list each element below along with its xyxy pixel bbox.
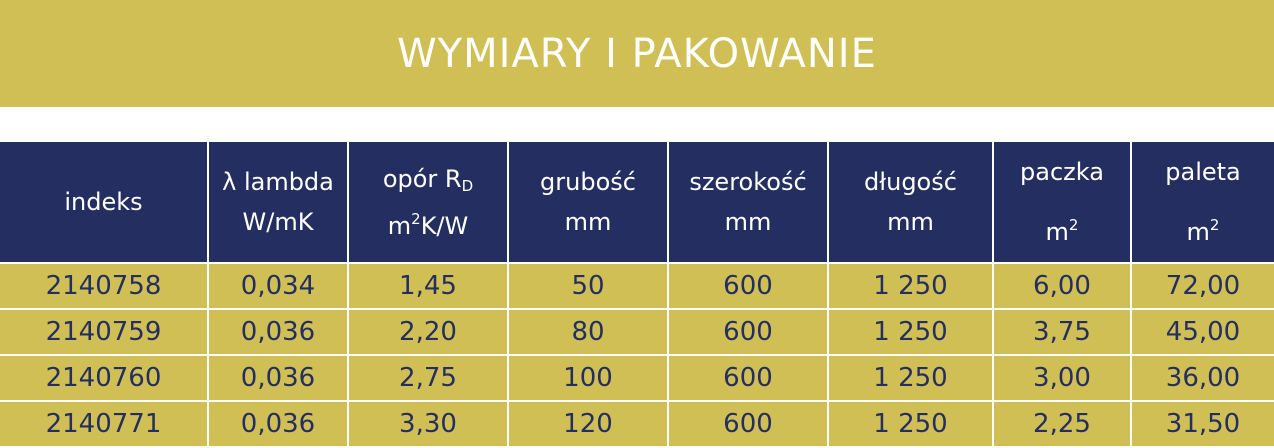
header-label: opór R	[382, 164, 462, 193]
table-row: 2140759 0,036 2,20 80 600 1 250 3,75 45,00	[0, 308, 1274, 356]
header-unit: mm	[724, 208, 772, 236]
table-cell: 50	[507, 262, 669, 310]
table-cell: 1 250	[827, 308, 994, 356]
table-cell: 0,036	[207, 354, 349, 402]
table-cell: 120	[507, 400, 669, 448]
table-cell: 2140760	[0, 354, 209, 402]
dimensions-table: indeks λ lambda W/mK opór RD m2K/W grubość…	[0, 140, 1274, 448]
header-szerokosc: szerokość mm	[667, 140, 829, 264]
header-unit-rest: K/W	[420, 211, 469, 240]
table-cell: 3,30	[347, 400, 509, 448]
table-cell: 600	[667, 262, 829, 310]
table-cell: 2140758	[0, 262, 209, 310]
header-lambda: λ lambda W/mK	[207, 140, 349, 264]
table-cell: 80	[507, 308, 669, 356]
table-cell: 3,75	[992, 308, 1132, 356]
header-label: długość	[864, 168, 957, 196]
header-unit: m	[1186, 218, 1210, 246]
table-cell: 2140771	[0, 400, 209, 448]
table-cell: 1 250	[827, 262, 994, 310]
header-subscript: D	[461, 176, 474, 195]
header-unit: m	[387, 211, 412, 240]
table-cell: 45,00	[1130, 308, 1274, 356]
header-superscript: 2	[1068, 216, 1079, 234]
header-paczka: paczka m2	[992, 140, 1132, 264]
table-cell: 1,45	[347, 262, 509, 310]
header-unit: mm	[564, 208, 612, 236]
table-cell: 2,75	[347, 354, 509, 402]
table-cell: 2140759	[0, 308, 209, 356]
header-grubosc: grubość mm	[507, 140, 669, 264]
table-cell: 2,25	[992, 400, 1132, 448]
table-cell: 1 250	[827, 400, 994, 448]
table-cell: 100	[507, 354, 669, 402]
header-dlugosc: długość mm	[827, 140, 994, 264]
table-row: 2140760 0,036 2,75 100 600 1 250 3,00 36,00	[0, 354, 1274, 402]
header-superscript: 2	[411, 209, 421, 228]
table-cell: 36,00	[1130, 354, 1274, 402]
table-cell: 600	[667, 354, 829, 402]
header-row: indeks λ lambda W/mK opór RD m2K/W grubość…	[0, 140, 1274, 264]
table-cell: 600	[667, 308, 829, 356]
table-cell: 3,00	[992, 354, 1132, 402]
table-cell: 1 250	[827, 354, 994, 402]
table-cell: 31,50	[1130, 400, 1274, 448]
table-cell: 2,20	[347, 308, 509, 356]
header-label: grubość	[540, 168, 636, 196]
header-label: paleta	[1165, 158, 1241, 186]
header-label: paczka	[1020, 158, 1104, 186]
header-paleta: paleta m2	[1130, 140, 1274, 264]
table-cell: 6,00	[992, 262, 1132, 310]
table-row: 2140758 0,034 1,45 50 600 1 250 6,00 72,00	[0, 262, 1274, 310]
table-cell: 0,036	[207, 400, 349, 448]
table-cell: 0,036	[207, 308, 349, 356]
table-cell: 72,00	[1130, 262, 1274, 310]
header-unit: W/mK	[242, 208, 314, 236]
header-unit: m	[1045, 218, 1069, 246]
header-label: indeks	[64, 188, 143, 216]
table-cell: 600	[667, 400, 829, 448]
header-label: szerokość	[689, 168, 807, 196]
section-title: WYMIARY I PAKOWANIE	[0, 0, 1274, 107]
header-opor: opór RD m2K/W	[347, 140, 509, 264]
header-label: λ lambda	[222, 168, 334, 196]
table-cell: 0,034	[207, 262, 349, 310]
header-unit: mm	[887, 208, 934, 236]
header-indeks: indeks	[0, 140, 209, 264]
header-superscript: 2	[1209, 216, 1220, 234]
table-row: 2140771 0,036 3,30 120 600 1 250 2,25 31,50	[0, 400, 1274, 448]
